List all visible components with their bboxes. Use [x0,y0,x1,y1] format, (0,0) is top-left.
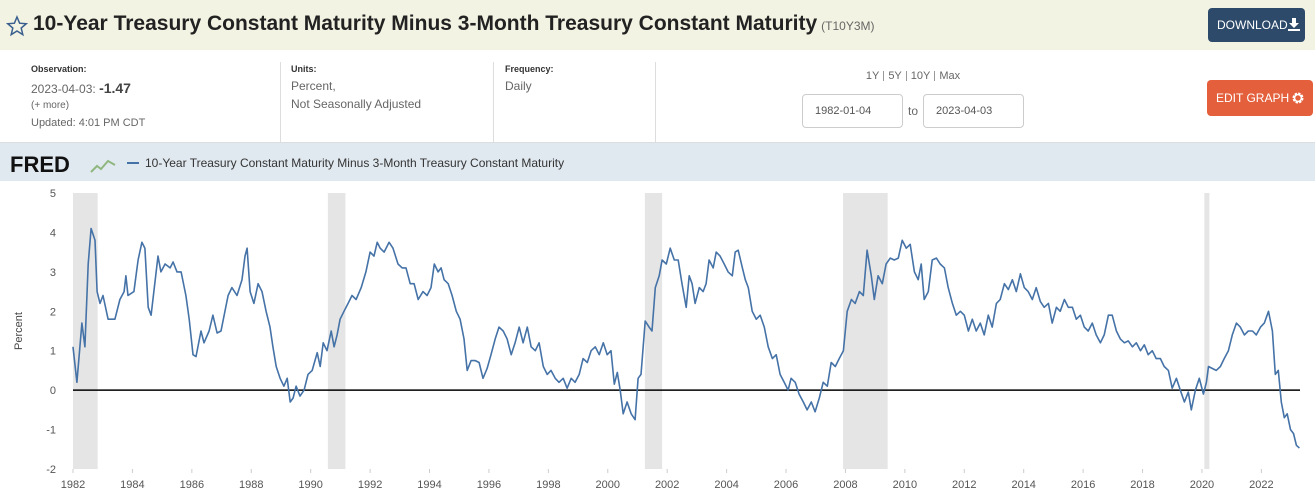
frequency: Daily [505,79,532,93]
range-link[interactable]: 5Y [883,71,905,82]
x-tick-label: 2002 [655,479,679,491]
download-button[interactable]: DOWNLOAD [1208,8,1305,42]
x-tick-label: 2008 [833,479,857,491]
edit-graph-label: EDIT GRAPH [1216,91,1290,105]
divider [655,62,656,142]
logo-icon [90,159,116,173]
y-tick-label: 1 [50,346,56,358]
y-tick-label: 5 [50,188,56,200]
observation-value: -1.47 [99,80,131,96]
recession-band [327,193,346,469]
series-id: (T10Y3M) [821,19,875,33]
recession-band [843,193,888,469]
chart-header-band [0,143,1315,181]
x-tick-label: 2000 [596,479,620,491]
x-tick-label: 1996 [477,479,501,491]
x-tick-label: 1994 [417,479,441,491]
more-link[interactable]: (+ more) [31,100,70,111]
gear-icon [1292,92,1304,104]
recession-band [644,193,663,469]
x-tick-label: 2004 [714,479,738,491]
download-label: DOWNLOAD [1217,18,1288,32]
observation-label: Observation: [31,64,87,74]
units-line: Percent, [291,79,336,93]
units-line: Not Seasonally Adjusted [291,97,422,111]
x-tick-label: 1990 [298,479,322,491]
range-link[interactable]: Max [934,71,964,82]
x-tick-label: 2020 [1190,479,1214,491]
y-tick-label: 0 [50,385,56,397]
x-tick-label: 1992 [358,479,382,491]
chart: FRED Percent 10-Year Treasury Constant M… [0,143,1315,491]
divider [493,62,494,142]
start-date-input[interactable]: 1982-01-04 [802,94,903,128]
legend-label: 10-Year Treasury Constant Maturity Minus… [145,156,564,170]
frequency-label: Frequency: [505,64,554,74]
series-line [72,227,1300,449]
x-tick-label: 1984 [120,479,144,491]
star-icon[interactable] [6,15,28,37]
divider [280,62,281,142]
x-tick-label: 1986 [180,479,204,491]
edit-graph-button[interactable]: EDIT GRAPH [1207,80,1313,116]
x-tick-label: 2018 [1130,479,1154,491]
fred-logo: FRED [10,152,70,177]
x-tick-label: 1988 [239,479,263,491]
y-tick-label: 4 [50,227,56,239]
y-tick-label: -2 [46,464,56,476]
x-tick-label: 2022 [1249,479,1273,491]
x-tick-label: 2016 [1071,479,1095,491]
y-axis-label: Percent [13,312,25,350]
info-row: Observation: 2023-04-03: -1.47 (+ more) … [0,50,1315,143]
title-row: 10-Year Treasury Constant Maturity Minus… [33,12,875,36]
x-tick-label: 2006 [774,479,798,491]
observation-date: 2023-04-03: [31,82,96,96]
series-title: 10-Year Treasury Constant Maturity Minus… [33,12,818,35]
x-tick-label: 1998 [536,479,560,491]
x-tick-label: 2014 [1011,479,1035,491]
recession-band [1204,193,1210,469]
y-tick-label: 2 [50,306,56,318]
download-icon [1288,18,1300,31]
units-label: Units: [291,64,317,74]
to-label: to [908,104,919,118]
top-bar: 10-Year Treasury Constant Maturity Minus… [0,0,1315,50]
y-tick-label: 3 [50,267,56,279]
range-link[interactable]: 10Y [905,71,935,82]
range-links: 1Y 5Y 10Y Max [813,70,1013,82]
y-tick-label: -1 [46,425,56,437]
range-link[interactable]: 1Y [865,70,880,82]
end-date-input[interactable]: 2023-04-03 [923,94,1024,128]
x-tick-label: 1982 [61,479,85,491]
updated: Updated: 4:01 PM CDT [31,117,146,129]
observation: 2023-04-03: -1.47 [31,80,131,96]
x-tick-label: 2012 [952,479,976,491]
x-tick-label: 2010 [893,479,917,491]
